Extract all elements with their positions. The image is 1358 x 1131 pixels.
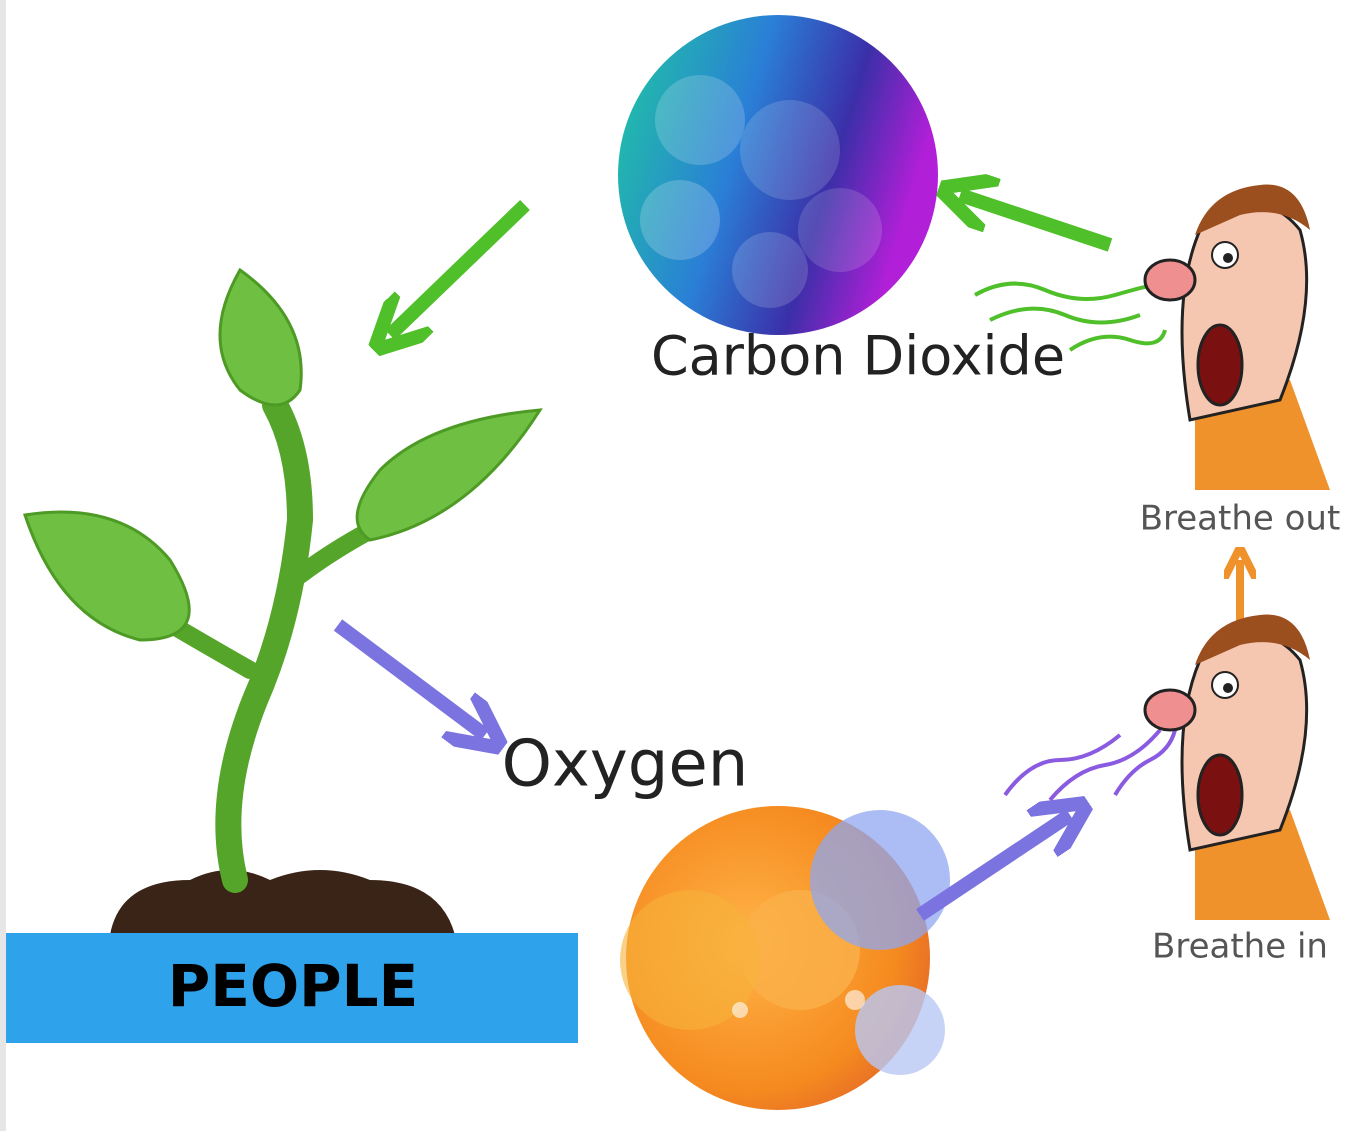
diagram: Carbon Dioxide Oxygen bbox=[0, 0, 1358, 1131]
page: Carbon Dioxide Oxygen bbox=[0, 0, 1358, 1131]
arrow bbox=[960, 195, 1110, 245]
plant bbox=[25, 270, 540, 935]
person-breathe-in bbox=[1145, 615, 1330, 920]
breath-in-waves bbox=[1005, 730, 1175, 800]
carbon-dioxide-label: Carbon Dioxide bbox=[651, 325, 1065, 388]
arrow bbox=[338, 625, 485, 735]
oxygen-sphere bbox=[620, 806, 950, 1110]
carbon-dioxide-sphere bbox=[618, 15, 938, 335]
person-breathe-out bbox=[1145, 185, 1330, 490]
left-border bbox=[0, 0, 6, 1131]
breathe-out-label: Breathe out bbox=[1140, 499, 1341, 539]
arrow bbox=[390, 205, 525, 335]
oxygen-label: Oxygen bbox=[502, 728, 749, 802]
banner-text: PEOPLE bbox=[168, 952, 419, 1020]
breathe-in-label: Breathe in bbox=[1152, 927, 1328, 967]
